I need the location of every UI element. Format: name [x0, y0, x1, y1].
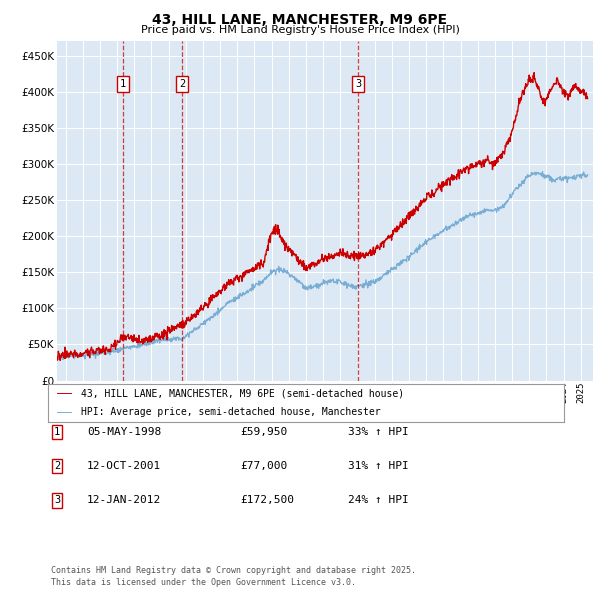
Text: 43, HILL LANE, MANCHESTER, M9 6PE: 43, HILL LANE, MANCHESTER, M9 6PE: [152, 13, 448, 27]
Text: 24% ↑ HPI: 24% ↑ HPI: [348, 496, 409, 505]
Text: 3: 3: [355, 78, 361, 88]
Text: 3: 3: [54, 496, 60, 505]
Text: 2: 2: [54, 461, 60, 471]
Text: 1: 1: [120, 78, 127, 88]
Text: Contains HM Land Registry data © Crown copyright and database right 2025.
This d: Contains HM Land Registry data © Crown c…: [51, 566, 416, 587]
Text: ——: ——: [57, 406, 79, 419]
Text: 12-JAN-2012: 12-JAN-2012: [87, 496, 161, 505]
Text: Price paid vs. HM Land Registry's House Price Index (HPI): Price paid vs. HM Land Registry's House …: [140, 25, 460, 35]
Text: 2: 2: [179, 78, 185, 88]
Text: 33% ↑ HPI: 33% ↑ HPI: [348, 427, 409, 437]
Text: ——: ——: [57, 388, 79, 401]
Text: £59,950: £59,950: [240, 427, 287, 437]
Text: 05-MAY-1998: 05-MAY-1998: [87, 427, 161, 437]
Text: 12-OCT-2001: 12-OCT-2001: [87, 461, 161, 471]
Text: £77,000: £77,000: [240, 461, 287, 471]
Text: £172,500: £172,500: [240, 496, 294, 505]
Text: 1: 1: [54, 427, 60, 437]
Text: 43, HILL LANE, MANCHESTER, M9 6PE (semi-detached house): 43, HILL LANE, MANCHESTER, M9 6PE (semi-…: [81, 389, 404, 399]
Text: 31% ↑ HPI: 31% ↑ HPI: [348, 461, 409, 471]
Text: HPI: Average price, semi-detached house, Manchester: HPI: Average price, semi-detached house,…: [81, 407, 380, 417]
